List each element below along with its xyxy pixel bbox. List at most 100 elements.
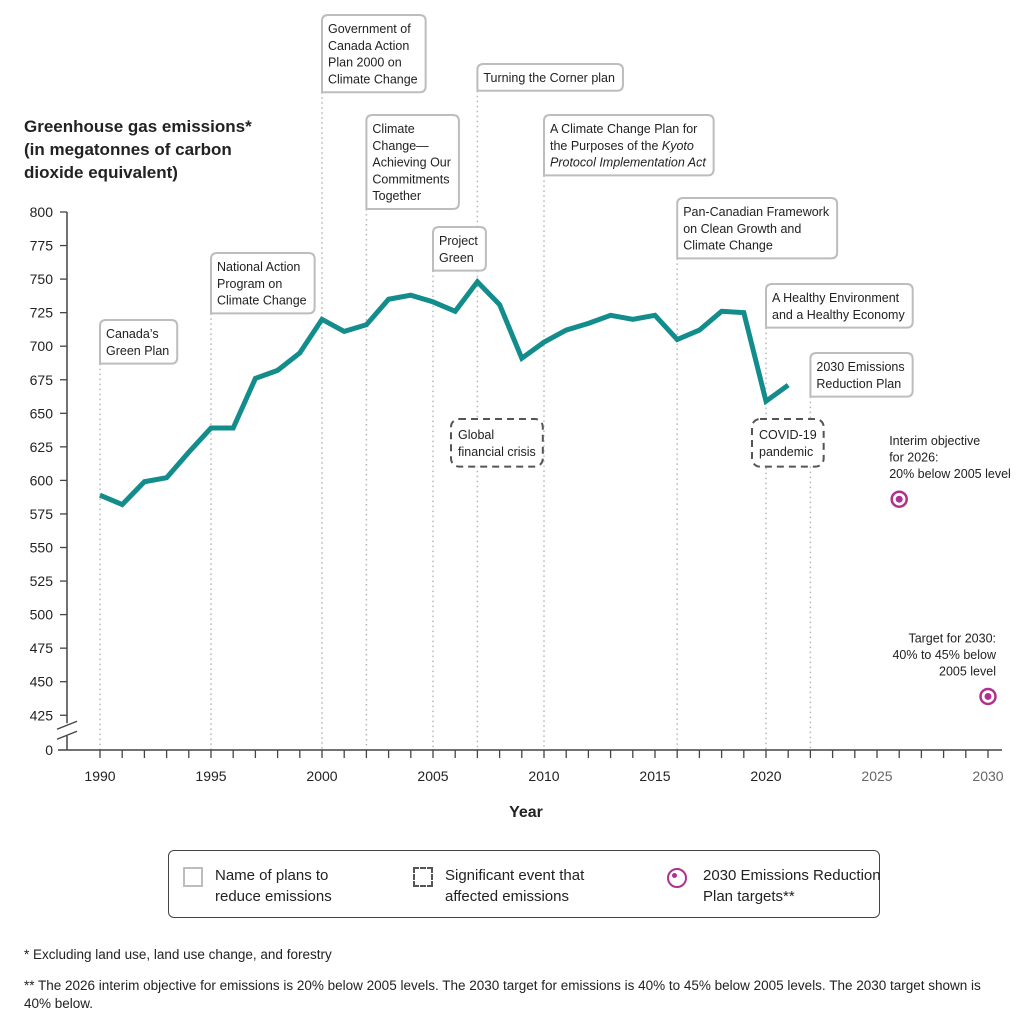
axis-break-mark (56, 730, 78, 740)
annotation-text-line: Climate (372, 122, 414, 136)
annotation-text-line: A Healthy Environment (772, 291, 900, 305)
legend-label: Name of plans to reduce emissions (215, 867, 332, 905)
annotation-text-line: COVID-19 (759, 428, 817, 442)
text-span: Change— (372, 139, 429, 153)
text-span: Climate Change (328, 72, 418, 86)
axis-break-mark (56, 720, 78, 730)
text-span: A Healthy Environment (772, 291, 900, 305)
annotation-text-line: Climate Change (328, 72, 418, 86)
x-tick-label: 1990 (84, 768, 115, 784)
event-annotation: COVID-19 pandemic (751, 418, 825, 468)
text-span: Turning the Corner plan (483, 71, 615, 85)
text-span: Commitments (372, 172, 449, 186)
x-axis-title: Year (509, 804, 543, 821)
annotation-text-line: the Purposes of the Kyoto (550, 139, 694, 153)
plan-annotation: Pan-Canadian Framework on Clean Growth an… (676, 197, 839, 260)
plan-box (365, 114, 460, 210)
y-tick-label: 775 (30, 238, 54, 254)
y-tick-label: 0 (45, 742, 53, 758)
text-span: Reduction Plan (816, 377, 901, 391)
plan-annotation: Climate Change— Achieving Our Commitments To… (365, 114, 460, 210)
target-label-line: Target for 2030: (908, 631, 996, 645)
annotation-text-line: pandemic (759, 445, 813, 459)
y-title-line: (in megatonnes of carbon (24, 140, 232, 159)
y-tick-label: 725 (30, 305, 54, 321)
text-span: Global (458, 428, 494, 442)
x-tick-label: 2010 (528, 768, 559, 784)
annotation-text-line: Green (439, 251, 474, 265)
annotation-text-line: Government of (328, 22, 411, 36)
text-span: pandemic (759, 445, 813, 459)
annotation-text-line: 2030 Emissions (816, 360, 904, 374)
annotation-text-line: Plan 2000 on (328, 56, 402, 70)
plan-annotation: Turning the Corner plan (476, 63, 624, 92)
event-box (450, 418, 544, 468)
y-tick-label: 625 (30, 439, 54, 455)
text-span: Climate Change (217, 294, 307, 308)
targets-layer: Interim objective for 2026: 20% below 2005… (889, 434, 1011, 706)
y-tick-label: 750 (30, 271, 54, 287)
text-span: COVID-19 (759, 428, 817, 442)
text-span: on Clean Growth and (683, 222, 801, 236)
target-label-line: Interim objective (889, 434, 980, 448)
annotation-text-line: Change— (372, 139, 429, 153)
legend: Name of plans to reduce emissions Signif… (168, 850, 881, 918)
text-span: Project (439, 234, 478, 248)
legend-label: 2030 Emissions Reduction Plan targets** (703, 867, 881, 905)
axes: 800 775 750 725 700 675 650 625 600 575 550 525 500 4… (30, 204, 1004, 784)
annotation-text-line: Climate Change (217, 294, 307, 308)
annotation-text-line: Climate Change (683, 239, 773, 253)
y-tick-label: 475 (30, 640, 54, 656)
text-span: Green Plan (106, 344, 169, 358)
y-tick-label: 500 (30, 607, 54, 623)
annotation-text-line: Global (458, 428, 494, 442)
footnote-1: * Excluding land use, land use change, a… (24, 947, 332, 962)
annotation-text-line: Turning the Corner plan (483, 71, 615, 85)
plan-annotation: 2030 Emissions Reduction Plan (809, 352, 914, 398)
target-dot-icon (984, 692, 992, 700)
y-tick-label: 425 (30, 707, 54, 723)
target-2030: Target for 2030: 40% to 45% below 2005 lev… (892, 631, 997, 706)
x-tick-label: 2005 (417, 768, 448, 784)
legend-item-plans: Name of plans to reduce emissions (183, 865, 365, 907)
x-tick-label: 2025 (861, 768, 892, 784)
plan-box (321, 14, 427, 94)
y-tick-label: 600 (30, 472, 54, 488)
legend-item-targets: 2030 Emissions Reduction Plan targets** (667, 865, 893, 907)
text-span: financial crisis (458, 445, 536, 459)
series-layer (99, 277, 790, 508)
emissions-chart: Greenhouse gas emissions* (in megatonnes … (24, 14, 1011, 821)
text-span: National Action (217, 260, 300, 274)
annotation-text-line: Commitments (372, 172, 449, 186)
annotation-text-line: Reduction Plan (816, 377, 901, 391)
text-span: Program on (217, 277, 282, 291)
emissions-line (99, 277, 790, 508)
text-span: Climate Change (683, 239, 773, 253)
text-span: Green (439, 251, 474, 265)
plan-box (476, 63, 624, 92)
footnote-2: ** The 2026 interim objective for emissi… (24, 978, 981, 1011)
annotation-text-line: Pan-Canadian Framework (683, 205, 830, 219)
plan-annotation: National Action Program on Climate Change (210, 252, 316, 315)
event-annotation: Global financial crisis (450, 418, 544, 468)
y-tick-label: 450 (30, 674, 54, 690)
plan-box (765, 283, 914, 329)
plan-box (432, 226, 487, 272)
y-tick-label: 525 (30, 573, 54, 589)
x-tick-label: 1995 (195, 768, 226, 784)
annotation-text-line: Canada’s (106, 327, 159, 341)
plan-box (99, 319, 179, 365)
event-box-swatch-icon (413, 867, 433, 887)
text-span: and a Healthy Economy (772, 308, 905, 322)
x-tick-label: 2020 (750, 768, 781, 784)
plan-annotation: A Healthy Environment and a Healthy Econo… (765, 283, 914, 329)
x-tick-label: 2000 (306, 768, 337, 784)
annotation-text-line: National Action (217, 260, 300, 274)
y-title-line: Greenhouse gas emissions* (24, 117, 252, 136)
plan-annotation: Project Green (432, 226, 487, 272)
y-title-line: dioxide equivalent) (24, 163, 178, 182)
event-box (751, 418, 825, 468)
italic-span: Kyoto (662, 139, 694, 153)
annotation-text-line: and a Healthy Economy (772, 308, 905, 322)
annotation-text-line: on Clean Growth and (683, 222, 801, 236)
